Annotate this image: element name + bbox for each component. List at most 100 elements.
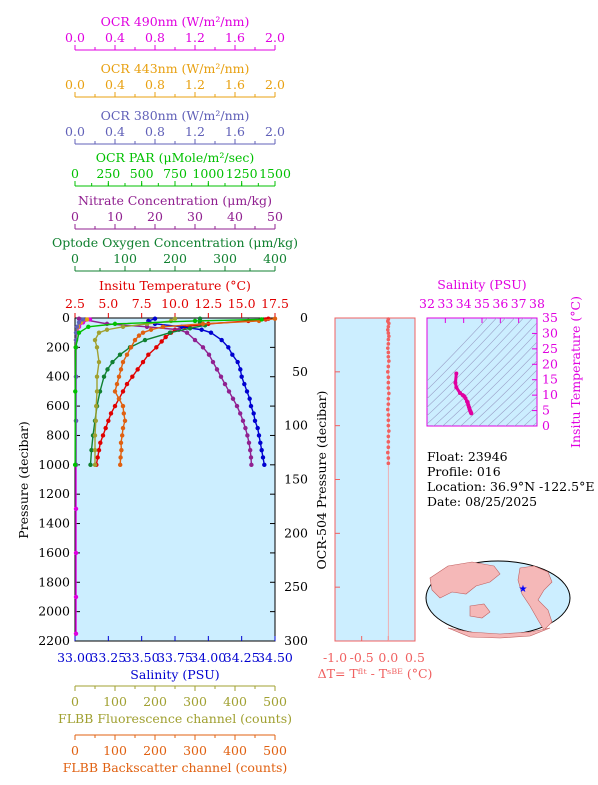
map-land-antarctica [447, 627, 551, 639]
pressure-tick-label: 1800 [38, 574, 70, 589]
density-contour [451, 341, 537, 426]
ts-diagram-area [426, 317, 538, 427]
delta-t-point [386, 423, 391, 428]
series-point-nitrate [184, 330, 190, 335]
series-point-temp [154, 345, 159, 350]
series-point-salinity [259, 447, 264, 453]
ts-point [454, 371, 459, 376]
series-point-temp [108, 411, 114, 416]
series-point-backscatter [116, 396, 122, 401]
series-point-par [73, 345, 78, 350]
axis-title-par: OCR PAR (μMole/m²/sec) [96, 150, 255, 165]
series-point-backscatter [118, 440, 124, 445]
ts-y-tick-label: 30 [542, 325, 558, 340]
series-point-ocr490 [73, 506, 79, 512]
axis-tick-label-temp: 10.0 [161, 296, 189, 311]
delta-t-point [386, 331, 391, 335]
axis-tick-label-ocr380: 1.2 [185, 124, 205, 139]
series-point-nitrate [230, 396, 236, 401]
axis-tick-label-ocr490: 0.4 [105, 30, 125, 45]
series-point-fluor [92, 433, 98, 438]
series-point-nitrate [218, 374, 224, 379]
series-point-oxygen [88, 462, 93, 468]
axis-tick-label-ocr380: 2.0 [265, 124, 285, 139]
delta-t-points [386, 317, 391, 466]
series-point-backscatter [272, 316, 278, 321]
axis-title-salinity: Salinity (PSU) [130, 667, 219, 682]
series-point-fluor [93, 418, 99, 423]
axis-tick-label-ocr380: 0.8 [145, 124, 165, 139]
axis-tick-label-nitrate: 50 [267, 209, 283, 224]
series-point-nitrate [76, 316, 82, 321]
density-contour [433, 322, 537, 426]
axis-tick-label-par: 1000 [192, 166, 224, 181]
delta-t-point [386, 370, 390, 374]
density-contour [514, 404, 537, 426]
axis-title-ocr380: OCR 380nm (W/m²/nm) [101, 108, 250, 123]
series-point-ocr490 [73, 631, 79, 636]
axis-tick-label-par: 0 [71, 166, 79, 181]
series-point-salinity [242, 381, 247, 387]
profile-number: Profile: 016 [427, 464, 501, 479]
pressure-tick-label: 1200 [38, 486, 70, 501]
series-point-par [112, 321, 118, 327]
axis-tick-label-backscatter: 400 [223, 743, 247, 758]
axis-tick-label-backscatter: 0 [71, 743, 79, 758]
delta-t-point [387, 429, 391, 433]
delta-t-point [386, 402, 391, 406]
series-point-par [192, 318, 198, 324]
map-land-eurasia [429, 561, 501, 599]
delta-t-y-tick-label: 150 [284, 472, 308, 487]
axis-tick-label-ocr443: 0.0 [65, 77, 85, 92]
series-point-temp [124, 381, 130, 387]
delta-t-point [386, 364, 391, 369]
series-point-salinity [235, 359, 240, 365]
axis-title-temp: Insitu Temperature (°C) [99, 278, 251, 293]
axis-title-ocr490: OCR 490nm (W/m²/nm) [101, 14, 250, 29]
series-point-nitrate [249, 462, 254, 468]
ts-y-tick-label: 35 [542, 310, 558, 325]
delta-t-axes: 0 50 100 150 200 250 300 -1.0 -0.5 0.0 0.5 [284, 310, 425, 665]
axis-tick-label-par: 1500 [259, 166, 291, 181]
axis-title-oxygen: Optode Oxygen Concentration (μm/kg) [52, 235, 298, 250]
delta-t-point [386, 456, 391, 460]
series-point-temp [98, 440, 103, 445]
series-point-oxygen [89, 447, 94, 453]
delta-t-axis-label: ΔT= Tᶠˡᵗ - Tˢᴮᴱ (°C) [318, 666, 433, 681]
axis-tick-label-ocr490: 0.0 [65, 30, 85, 45]
series-point-backscatter [200, 321, 206, 327]
series-point-salinity [199, 327, 204, 332]
pressure-axis: 0 200 400 600 800 1000 1200 1400 1600 1800 2000 220… [38, 310, 275, 648]
ts-point [454, 385, 459, 390]
delta-t-point [386, 375, 391, 380]
series-point-temp [112, 403, 118, 409]
series-point-fluor [94, 403, 99, 409]
delta-t-point [386, 337, 391, 342]
pressure-tick-label: 2200 [38, 633, 70, 648]
series-point-par [76, 330, 82, 335]
profile-series [72, 316, 278, 636]
delta-t-point [386, 354, 391, 359]
axis-tick-label-oxygen: 300 [213, 251, 237, 266]
series-point-temp [106, 418, 111, 423]
series-point-nitrate [245, 433, 250, 438]
density-contour [427, 318, 524, 417]
pressure-tick-label: 1000 [38, 457, 70, 472]
delta-t-x-tick-label: 0.0 [378, 650, 398, 665]
delta-t-point [386, 342, 391, 346]
delta-t-point [387, 334, 391, 339]
series-point-ocr490 [73, 550, 79, 556]
series-point-temp [95, 455, 100, 460]
series-point-salinity [208, 330, 214, 335]
series-point-salinity [262, 462, 267, 468]
density-contour [496, 387, 537, 426]
world-map: ★ [425, 560, 571, 639]
series-point-fluor [96, 330, 102, 335]
series-point-nitrate [226, 389, 232, 394]
delta-t-point [387, 359, 391, 363]
ts-x-tick-label: 35 [474, 296, 490, 311]
float-id: Float: 23946 [427, 449, 508, 464]
series-point-ocr490 [73, 594, 79, 600]
ts-x-tick-label: 37 [511, 296, 527, 311]
delta-t-x-tick-label: -0.5 [350, 650, 374, 665]
